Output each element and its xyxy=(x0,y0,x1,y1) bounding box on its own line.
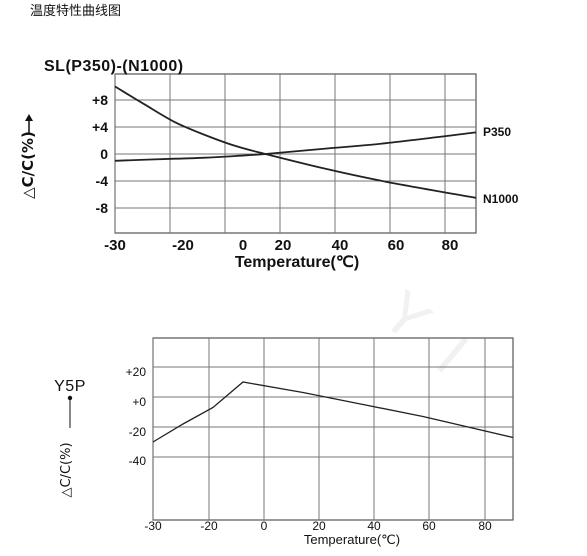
chart1-series-line-n1000 xyxy=(114,85,477,199)
chart2-y-tick-label-0: +20 xyxy=(126,365,147,379)
chart2-x-tick-label-4: 40 xyxy=(367,519,381,533)
chart2-x-tick-label-0: -30 xyxy=(144,519,162,533)
chart1-x-tick-label-6: 80 xyxy=(442,237,459,254)
chart1-chart-title: SL(P350)-(N1000) xyxy=(44,58,184,75)
chart2-x-axis-label: Temperature(℃) xyxy=(304,532,400,547)
chart2-y-label-leader-dot xyxy=(67,395,73,401)
chart2-x-tick-label-3: 20 xyxy=(312,519,326,533)
chart1-series-label-n1000: N1000 xyxy=(483,192,519,206)
chart1-series-label-p350: P350 xyxy=(483,125,511,139)
chart2-plot-frame xyxy=(152,337,514,521)
chart2-x-tick-label-1: -20 xyxy=(200,519,218,533)
chart1-x-tick-label-4: 40 xyxy=(332,237,349,254)
chart1-y-axis-label: △C/C(%) xyxy=(19,131,37,199)
page-caption: 温度特性曲线图 xyxy=(30,4,122,19)
chart1-x-tick-label-0: -30 xyxy=(104,237,126,254)
chart2-series-line-0 xyxy=(152,381,514,443)
chart1-x-tick-label-5: 60 xyxy=(388,237,405,254)
chart1-y-tick-label-1: +4 xyxy=(92,119,108,135)
chart2-y-tick-label-3: -40 xyxy=(129,454,147,468)
chart2-x-tick-label-5: 60 xyxy=(422,519,436,533)
chart1-series-line-p350 xyxy=(114,131,477,162)
chart1-y-tick-label-2: 0 xyxy=(100,146,108,162)
chart1-y-label-arrow-head xyxy=(25,114,33,121)
chart2-chart-title: Y5P xyxy=(54,378,86,395)
chart1-x-tick-label-2: 0 xyxy=(239,237,247,254)
chart1-y-tick-label-0: +8 xyxy=(92,92,108,108)
chart1-y-tick-label-4: -8 xyxy=(96,200,109,216)
chart2-x-tick-label-6: 80 xyxy=(478,519,492,533)
chart2-y-tick-label-2: -20 xyxy=(129,425,147,439)
chart2-y-tick-label-1: +0 xyxy=(132,395,146,409)
chart2-x-tick-label-2: 0 xyxy=(261,519,268,533)
chart1-x-tick-label-1: -20 xyxy=(172,237,194,254)
chart2-y-axis-label: △C/C(%) xyxy=(59,442,74,497)
chart1-x-tick-label-3: 20 xyxy=(275,237,292,254)
chart1-y-tick-label-3: -4 xyxy=(96,173,109,189)
chart1-x-axis-label: Temperature(℃) xyxy=(235,254,359,271)
